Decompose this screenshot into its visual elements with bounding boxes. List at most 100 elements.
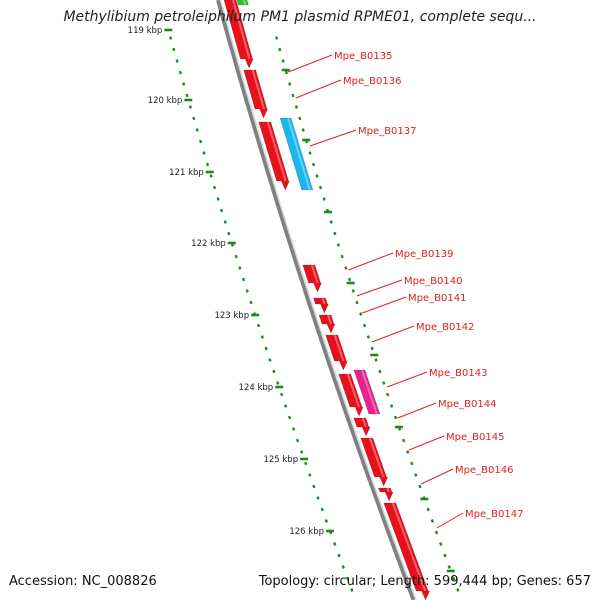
gene-arrow bbox=[360, 437, 389, 487]
gene-arrow-shade bbox=[310, 264, 319, 284]
inner-tick-dot bbox=[268, 358, 272, 362]
gene-label-mpe-b0145: Mpe_B0145 bbox=[446, 432, 504, 443]
gene-arrow-shade bbox=[386, 487, 390, 493]
gene-label-mpe-b0135: Mpe_B0135 bbox=[334, 51, 392, 62]
inner-tick-dot bbox=[185, 93, 189, 98]
gene-arrow bbox=[318, 314, 336, 334]
inner-tick-dot bbox=[175, 59, 179, 63]
gene-label-mpe-b0144: Mpe_B0144 bbox=[438, 399, 496, 410]
tick-label-126: 126 kbp bbox=[289, 527, 324, 537]
outer-tick-dot bbox=[451, 576, 456, 581]
outer-tick-dot bbox=[378, 369, 382, 374]
highlight-blue-feature-shade bbox=[287, 117, 311, 191]
outer-tick-dot bbox=[406, 450, 410, 454]
tick-label-121: 121 kbp bbox=[169, 168, 204, 178]
gene-arrow bbox=[243, 69, 269, 119]
tick-label-119: 119 kbp bbox=[128, 26, 163, 36]
inner-tick-dot bbox=[280, 392, 284, 397]
leader-line bbox=[397, 402, 437, 419]
inner-tick-dot bbox=[209, 174, 213, 178]
highlight-blue-feature bbox=[279, 117, 314, 191]
outer-tick-dot bbox=[414, 473, 418, 477]
gene-label-mpe-b0146: Mpe_B0146 bbox=[455, 465, 513, 476]
outer-tick-dot bbox=[308, 151, 312, 155]
highlight-pink-feature-shade bbox=[360, 369, 378, 415]
outer-tick-dot bbox=[291, 93, 295, 98]
outer-tick-dot bbox=[322, 197, 326, 201]
leader-line bbox=[436, 512, 464, 529]
outer-tick-dot bbox=[301, 128, 305, 132]
outer-tick-dot bbox=[390, 404, 394, 408]
outer-tick-dot bbox=[351, 289, 355, 293]
inner-tick-dot bbox=[205, 162, 210, 167]
map-title: Methylibium petroleiphilum PM1 plasmid R… bbox=[63, 9, 537, 25]
outer-tick-dot bbox=[430, 519, 435, 523]
inner-tick-dot bbox=[333, 542, 337, 546]
tick-label-125: 125 kbp bbox=[263, 455, 298, 465]
inner-tick-dot bbox=[304, 461, 308, 466]
inner-tick-dot bbox=[264, 346, 268, 351]
leader-line bbox=[362, 296, 407, 314]
inner-tick-dot bbox=[300, 450, 304, 454]
tick-label-124: 124 kbp bbox=[239, 383, 274, 393]
outer-tick-dot bbox=[288, 82, 292, 86]
gene-label-mpe-b0142: Mpe_B0142 bbox=[416, 322, 474, 333]
gene-arrow-shade bbox=[327, 314, 332, 325]
outer-tick-dot bbox=[434, 530, 439, 535]
leader-line bbox=[295, 79, 342, 99]
inner-tick-dot bbox=[276, 381, 280, 385]
inner-tick-dot bbox=[245, 289, 249, 293]
inner-tick-dot bbox=[287, 415, 292, 420]
gene-arrow bbox=[353, 417, 371, 437]
accession-text: Accession: NC_008826 bbox=[9, 574, 157, 589]
gene-arrow bbox=[258, 121, 290, 191]
outer-tick-dot bbox=[344, 266, 348, 270]
gene-arrow-shade bbox=[231, 0, 251, 60]
outer-tick-dot bbox=[410, 461, 414, 466]
gene-label-mpe-b0141: Mpe_B0141 bbox=[408, 293, 466, 304]
gene-label-mpe-b0147: Mpe_B0147 bbox=[465, 509, 523, 520]
gene-arrow bbox=[377, 487, 394, 502]
outer-tick-dot bbox=[401, 438, 406, 443]
leader-line bbox=[420, 468, 454, 485]
outer-tick-dot bbox=[298, 116, 302, 121]
outer-tick-dot bbox=[329, 220, 333, 224]
inner-tick-dot bbox=[337, 553, 341, 558]
inner-tick-dot bbox=[172, 47, 176, 52]
gene-arrow bbox=[302, 264, 322, 293]
backbone-highlight bbox=[219, 0, 417, 601]
inner-tick-dot bbox=[312, 484, 316, 489]
outer-tick-dot bbox=[311, 162, 316, 167]
inner-tick-dot bbox=[188, 105, 192, 109]
inner-tick-dot bbox=[202, 151, 206, 155]
outer-tick-dot bbox=[347, 277, 352, 282]
outer-tick-dot bbox=[439, 542, 443, 546]
inner-tick-dot bbox=[324, 519, 329, 523]
outer-tick-dot bbox=[333, 231, 337, 236]
gene-label-mpe-b0140: Mpe_B0140 bbox=[404, 276, 462, 287]
leader-line bbox=[348, 252, 394, 271]
outer-tick-dot bbox=[386, 392, 390, 397]
leader-line bbox=[356, 279, 403, 297]
tick-label-122: 122 kbp bbox=[191, 239, 226, 249]
inner-tick-dot bbox=[241, 277, 246, 282]
inner-tick-dot bbox=[341, 565, 345, 569]
highlight-pink-feature bbox=[353, 369, 381, 415]
gene-arrow bbox=[383, 502, 431, 601]
inner-tick-dot bbox=[308, 473, 312, 477]
inner-tick-dot bbox=[216, 197, 220, 201]
inner-tick-dot bbox=[192, 116, 196, 121]
outer-tick-dot bbox=[443, 553, 447, 558]
leader-line bbox=[387, 371, 428, 388]
inner-tick-dot bbox=[350, 588, 354, 592]
inner-tick-dot bbox=[284, 404, 288, 408]
outer-tick-dot bbox=[315, 174, 319, 178]
outer-tick-dot bbox=[275, 36, 279, 40]
outer-tick-dot bbox=[426, 507, 430, 512]
gene-arrow-shade bbox=[361, 417, 367, 428]
leader-line bbox=[408, 435, 445, 451]
inner-tick-dot bbox=[249, 300, 253, 305]
gene-arrow bbox=[313, 297, 329, 314]
inner-tick-dot bbox=[169, 36, 173, 40]
leader-line bbox=[309, 129, 357, 147]
